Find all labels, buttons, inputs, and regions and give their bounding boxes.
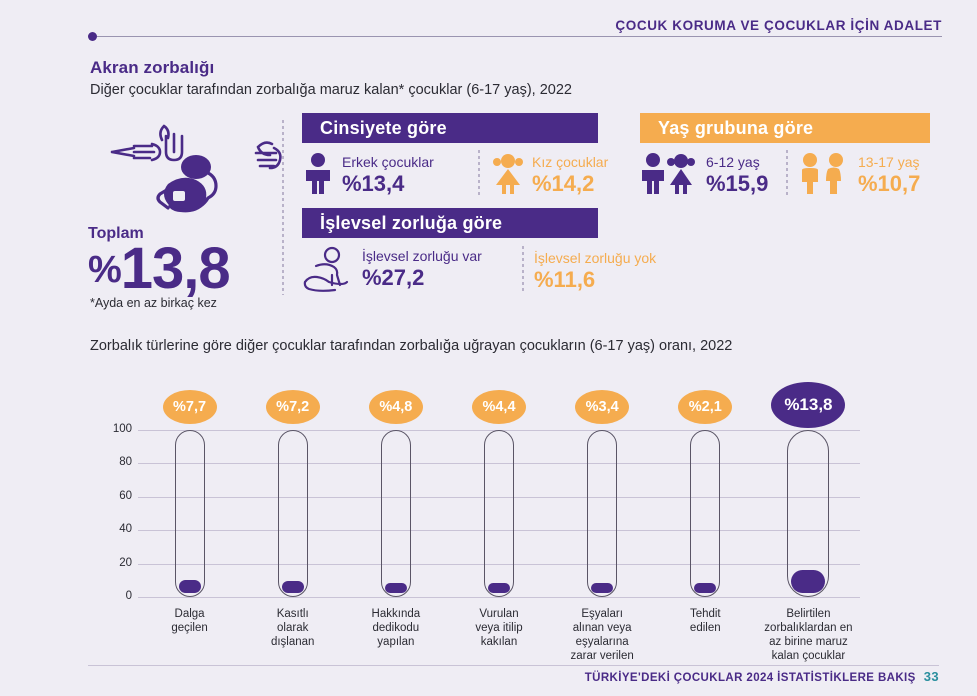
total-footnote: *Ayda en az birkaç kez bbox=[90, 296, 217, 310]
stat-girls-value: %14,2 bbox=[532, 171, 595, 196]
bullying-types-chart: 0 20 40 60 80 100 %7,7 Dalga geçilen %7,2 Kasıtlı… bbox=[90, 378, 910, 668]
chart-gridline bbox=[138, 496, 860, 498]
header-divider bbox=[97, 36, 942, 37]
page-header: ÇOCUK KORUMA VE ÇOCUKLAR İÇİN ADALET bbox=[88, 18, 942, 48]
chart-category-label: Tehdit edilen bbox=[689, 608, 721, 634]
stat-functional-no-value: %11,6 bbox=[534, 267, 596, 292]
separator-gender bbox=[478, 150, 480, 198]
banner-functional: İşlevsel zorluğa göre bbox=[302, 208, 598, 238]
chart-gridline bbox=[138, 597, 860, 598]
chart-category-label: Vurulan veya itilip kakılan bbox=[475, 608, 523, 648]
stat-age-6-12-label: 6-12 yaş bbox=[706, 154, 760, 170]
stat-age-6-12-value: %15,9 bbox=[706, 171, 769, 196]
page-title: Akran zorbalığı bbox=[90, 58, 215, 77]
total-percent-sign: % bbox=[88, 249, 122, 291]
chart-tube-fill bbox=[178, 580, 201, 593]
header-bullet-icon bbox=[88, 32, 97, 41]
chart-value-bubble: %2,1 bbox=[678, 390, 733, 424]
chart-value-bubble: %3,4 bbox=[575, 390, 630, 424]
header-title: ÇOCUK KORUMA VE ÇOCUKLAR İÇİN ADALET bbox=[603, 18, 942, 33]
chart-tube bbox=[484, 430, 514, 597]
stat-boys: Erkek çocuklar %13,4 bbox=[302, 152, 434, 196]
stat-boys-label: Erkek çocuklar bbox=[342, 154, 434, 170]
footer-text: TÜRKİYE'DEKİ ÇOCUKLAR 2024 İSTATİSTİKLER… bbox=[584, 672, 916, 684]
stat-girls-label: Kız çocuklar bbox=[532, 154, 609, 170]
banner-gender: Cinsiyete göre bbox=[302, 113, 598, 143]
chart-tube bbox=[787, 430, 830, 597]
chart-value-bubble: %4,4 bbox=[472, 390, 526, 424]
total-value: %13,8 bbox=[88, 236, 231, 301]
chart-tube-fill bbox=[384, 583, 407, 593]
stat-functional-no-label: İşlevsel zorluğu yok bbox=[534, 250, 657, 266]
chart-tube-fill bbox=[791, 569, 826, 593]
boy-icon bbox=[306, 153, 330, 194]
chart-title: Zorbalık türlerine göre diğer çocuklar t… bbox=[90, 338, 733, 354]
stat-functional-no: İşlevsel zorluğu yok %11,6 bbox=[534, 248, 656, 292]
separator-functional bbox=[522, 246, 524, 294]
chart-y-tick: 60 bbox=[119, 489, 132, 502]
total-number: 13,8 bbox=[120, 236, 231, 301]
bullying-illustration-icon bbox=[108, 122, 284, 227]
chart-gridline bbox=[138, 463, 860, 465]
banner-age: Yaş grubuna göre bbox=[640, 113, 930, 143]
chart-tube bbox=[174, 430, 205, 597]
chart-tube-fill bbox=[281, 580, 304, 593]
chart-tube-fill bbox=[488, 583, 510, 593]
stat-age-13-17: 13-17 yaş %10,7 bbox=[798, 152, 920, 196]
chart-value-bubble: %4,8 bbox=[368, 390, 423, 424]
chart-category-label: Kasıtlı olarak dışlanan bbox=[270, 608, 315, 648]
stat-age-13-17-label: 13-17 yaş bbox=[858, 154, 920, 170]
separator-left bbox=[282, 120, 284, 295]
chart-category-label: Hakkında dedikodu yapılan bbox=[371, 608, 421, 648]
chart-value-bubble: %7,7 bbox=[162, 390, 217, 424]
two-children-icon bbox=[642, 153, 695, 194]
page-footer: TÜRKİYE'DEKİ ÇOCUKLAR 2024 İSTATİSTİKLER… bbox=[585, 669, 939, 684]
chart-y-tick: 20 bbox=[119, 556, 132, 569]
chart-tube bbox=[587, 430, 618, 597]
chart-tube-fill bbox=[694, 583, 717, 593]
two-teens-icon bbox=[802, 153, 843, 194]
stat-age-6-12: 6-12 yaş %15,9 bbox=[640, 152, 768, 196]
page-number: 33 bbox=[923, 669, 939, 684]
chart-category-label: Dalga geçilen bbox=[171, 608, 208, 634]
page-subtitle: Diğer çocuklar tarafından zorbalığa maru… bbox=[90, 82, 572, 98]
chart-category-label: Belirtilen zorbalıklardan en az birine mar… bbox=[764, 608, 853, 662]
stat-functional-yes-label: İşlevsel zorluğu var bbox=[362, 248, 482, 264]
stat-age-13-17-value: %10,7 bbox=[858, 171, 921, 196]
chart-value-bubble: %13,8 bbox=[771, 382, 846, 428]
footer-divider bbox=[88, 665, 939, 666]
chart-gridline bbox=[138, 563, 860, 565]
stat-boys-value: %13,4 bbox=[342, 171, 405, 196]
chart-category-label: Eşyaları alınan veya eşyalarına zarar veril… bbox=[570, 608, 634, 662]
stat-girls: Kız çocuklar %14,2 bbox=[492, 152, 608, 196]
chart-value-bubble: %7,2 bbox=[265, 390, 320, 424]
chart-y-tick: 0 bbox=[125, 590, 132, 602]
chart-tube-fill bbox=[591, 583, 614, 593]
chart-tube bbox=[690, 430, 721, 597]
chart-y-tick: 100 bbox=[112, 423, 132, 435]
total-label: Toplam bbox=[88, 225, 144, 242]
chart-gridline bbox=[138, 530, 860, 532]
stat-functional-yes: İşlevsel zorluğu var %27,2 bbox=[302, 246, 482, 292]
chart-plot-area: 0 20 40 60 80 100 bbox=[113, 423, 860, 602]
chart-tube bbox=[380, 430, 411, 597]
stat-functional-yes-value: %27,2 bbox=[362, 265, 425, 290]
chart-y-tick: 80 bbox=[119, 456, 132, 469]
chart-tube bbox=[277, 430, 308, 597]
separator-age bbox=[786, 150, 788, 198]
girl-icon bbox=[493, 154, 523, 194]
accessibility-hand-icon bbox=[303, 246, 349, 292]
chart-y-tick: 40 bbox=[119, 523, 132, 536]
